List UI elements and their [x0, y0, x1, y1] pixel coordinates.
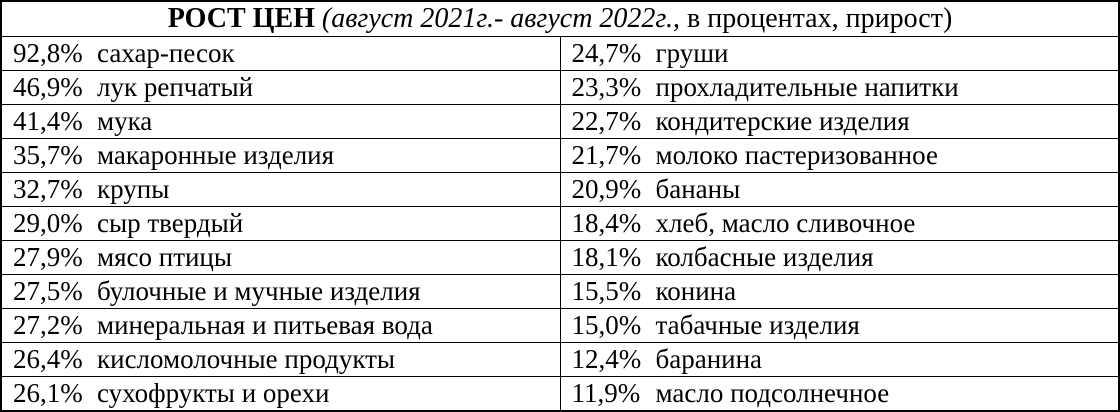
- pct-value: 27,9%: [13, 241, 83, 272]
- item-label: мясо птицы: [97, 241, 233, 272]
- cell-right: 15,0% табачные изделия: [559, 307, 1120, 343]
- pct-value: 21,7%: [571, 139, 642, 170]
- pct-value: 20,9%: [571, 173, 642, 204]
- pct-value: 24,7%: [571, 37, 642, 68]
- pct-value: 11,9%: [571, 377, 641, 408]
- table-row: 26,4% кисломолочные продукты 12,4% баранин…: [0, 341, 1120, 377]
- cell-right: 15,5% конина: [559, 273, 1120, 309]
- pct-value: 23,3%: [571, 71, 642, 102]
- item-label: сухофрукты и орехи: [97, 377, 330, 408]
- cell-right: 21,7% молоко пастеризованное: [559, 137, 1120, 173]
- table-row: 41,4% мука 22,7% кондитерские изделия: [0, 103, 1120, 139]
- cell-left: 27,2% минеральная и питьевая вода: [0, 307, 561, 343]
- table-title: РОСТ ЦЕН (август 2021г.- август 2022г., …: [0, 0, 1120, 37]
- pct-value: 15,0%: [571, 309, 642, 340]
- cell-left: 32,7% крупы: [0, 171, 561, 207]
- cell-right: 12,4% баранина: [559, 341, 1120, 377]
- table-row: 32,7% крупы 20,9% бананы: [0, 171, 1120, 207]
- table-title-period: (август 2021г.- август 2022г.,: [314, 3, 680, 34]
- pct-value: 35,7%: [13, 139, 83, 170]
- header-row: РОСТ ЦЕН (август 2021г.- август 2022г., …: [0, 0, 1120, 37]
- item-label: прохладительные напитки: [655, 71, 959, 102]
- table-row: 26,1% сухофрукты и орехи 11,9% масло подсо…: [0, 375, 1120, 412]
- item-label: мука: [97, 105, 153, 136]
- item-label: кисломолочные продукты: [97, 343, 396, 374]
- table-title-main: РОСТ ЦЕН: [167, 3, 315, 34]
- pct-value: 27,2%: [13, 309, 83, 340]
- cell-left: 41,4% мука: [0, 103, 561, 139]
- cell-left: 35,7% макаронные изделия: [0, 137, 561, 173]
- item-label: баранина: [655, 343, 763, 374]
- cell-right: 23,3% прохладительные напитки: [559, 69, 1120, 105]
- item-label: хлеб, масло сливочное: [655, 207, 916, 238]
- pct-value: 29,0%: [13, 207, 83, 238]
- item-label: колбасные изделия: [655, 241, 874, 272]
- item-label: крупы: [97, 173, 170, 204]
- pct-value: 41,4%: [13, 105, 83, 136]
- pct-value: 32,7%: [13, 173, 83, 204]
- cell-left: 27,5% булочные и мучные изделия: [0, 273, 561, 309]
- cell-right: 18,4% хлеб, масло сливочное: [559, 205, 1120, 241]
- pct-value: 92,8%: [13, 37, 83, 68]
- item-label: молоко пастеризованное: [655, 139, 938, 170]
- cell-left: 46,9% лук репчатый: [0, 69, 561, 105]
- cell-right: 20,9% бананы: [559, 171, 1120, 207]
- table-row: 27,5% булочные и мучные изделия 15,5% кони…: [0, 273, 1120, 309]
- cell-right: 22,7% кондитерские изделия: [559, 103, 1120, 139]
- pct-value: 18,1%: [571, 241, 642, 272]
- table-row: 46,9% лук репчатый 23,3% прохладительные н…: [0, 69, 1120, 105]
- cell-left: 27,9% мясо птицы: [0, 239, 561, 275]
- pct-value: 26,1%: [13, 377, 83, 408]
- table-row: 29,0% сыр твердый 18,4% хлеб, масло сливоч…: [0, 205, 1120, 241]
- item-label: сыр твердый: [97, 207, 244, 238]
- item-label: булочные и мучные изделия: [97, 275, 421, 306]
- item-label: минеральная и питьевая вода: [97, 309, 433, 340]
- item-label: лук репчатый: [97, 71, 254, 102]
- cell-right: 11,9% масло подсолнечное: [559, 375, 1120, 412]
- table-row: 27,9% мясо птицы 18,1% колбасные изделия: [0, 239, 1120, 275]
- item-label: масло подсолнечное: [655, 377, 890, 408]
- item-label: конина: [655, 275, 737, 306]
- cell-right: 24,7% груши: [559, 36, 1120, 71]
- pct-value: 26,4%: [13, 343, 83, 374]
- table-title-note: в процентах, прирост): [680, 3, 953, 34]
- item-label: груши: [655, 37, 729, 68]
- table-row: 27,2% минеральная и питьевая вода 15,0% та…: [0, 307, 1120, 343]
- cell-right: 18,1% колбасные изделия: [559, 239, 1120, 275]
- pct-value: 22,7%: [571, 105, 642, 136]
- pct-value: 15,5%: [571, 275, 642, 306]
- item-label: табачные изделия: [655, 309, 860, 340]
- item-label: макаронные изделия: [97, 139, 335, 170]
- item-label: кондитерские изделия: [655, 105, 910, 136]
- cell-left: 26,1% сухофрукты и орехи: [0, 375, 561, 412]
- pct-value: 46,9%: [13, 71, 83, 102]
- item-label: бананы: [655, 173, 741, 204]
- pct-value: 12,4%: [571, 343, 642, 374]
- cell-left: 29,0% сыр твердый: [0, 205, 561, 241]
- table-row: 35,7% макаронные изделия 21,7% молоко паст…: [0, 137, 1120, 173]
- pct-value: 18,4%: [571, 207, 642, 238]
- table-row: 92,8% сахар-песок 24,7% груши: [0, 36, 1120, 71]
- item-label: сахар-песок: [97, 37, 235, 68]
- cell-left: 92,8% сахар-песок: [0, 36, 561, 71]
- cell-left: 26,4% кисломолочные продукты: [0, 341, 561, 377]
- pct-value: 27,5%: [13, 275, 83, 306]
